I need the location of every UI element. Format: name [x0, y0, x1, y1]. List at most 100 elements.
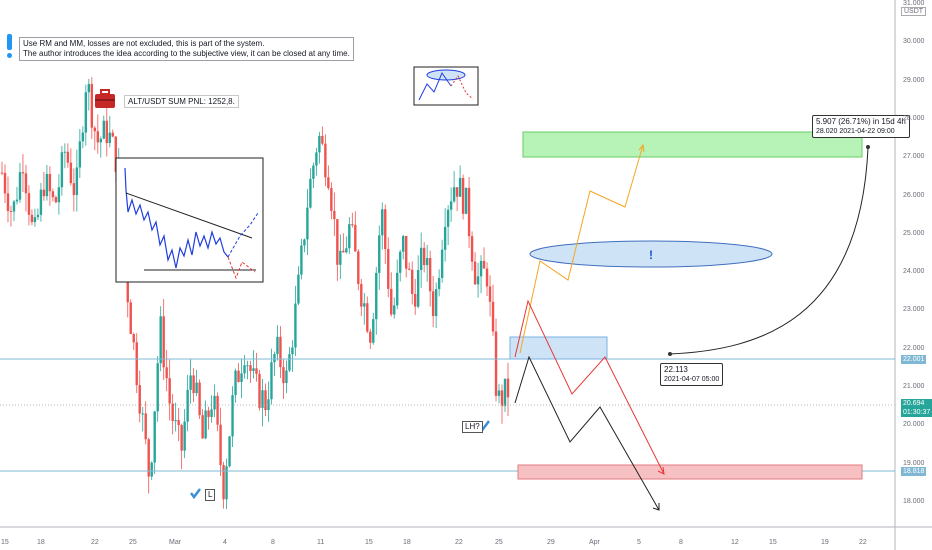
candle-body	[213, 395, 216, 410]
candle-body	[303, 239, 306, 246]
candle-body	[282, 367, 285, 384]
y-tick-label: 22.000	[903, 344, 925, 352]
candle-body	[476, 276, 480, 285]
y-tick-label: 23.000	[903, 306, 925, 314]
candle-body	[249, 365, 252, 372]
candle-body	[279, 336, 282, 368]
candle-body	[15, 199, 19, 202]
candle-body	[147, 439, 150, 477]
candle-body	[345, 248, 348, 253]
x-tick-label: 19	[821, 539, 829, 546]
candle-body	[45, 173, 49, 197]
x-tick-label: 8	[679, 539, 683, 546]
candle-body	[105, 120, 108, 144]
candle-body	[159, 316, 162, 364]
currency-label: USDT	[901, 7, 927, 16]
target-tooltip-line2: 28.020 2021-04-22 09:00	[816, 128, 895, 135]
candle-body	[494, 331, 498, 396]
candle-body	[210, 409, 213, 418]
candle-body	[27, 193, 31, 215]
candle-body	[174, 420, 177, 422]
candle-body	[273, 354, 276, 363]
label-l: L	[205, 489, 216, 501]
y-tick-label: 31.000	[903, 0, 925, 7]
candle-body	[42, 189, 46, 197]
candle-body	[387, 249, 390, 289]
candle-body	[225, 466, 228, 500]
candle-body	[39, 189, 43, 215]
disclaimer-note[interactable]: Use RM and MM, losses are not excluded, …	[19, 37, 354, 61]
entry-tooltip-line1: 22.113	[664, 365, 688, 374]
thumb-ellipse	[426, 69, 466, 81]
stop-zone[interactable]	[517, 464, 863, 480]
candle-body	[378, 235, 381, 273]
entry-zone[interactable]	[509, 336, 608, 360]
candle-body	[165, 367, 168, 379]
candle-body	[428, 258, 432, 292]
y-tick-label: 26.000	[903, 191, 925, 199]
check-icon-l	[190, 488, 201, 500]
candle-body	[312, 165, 315, 179]
candle-body	[3, 172, 7, 194]
candle-body	[186, 389, 189, 422]
candle-body	[51, 191, 55, 198]
candle-body	[464, 187, 468, 214]
candle-body	[69, 162, 73, 184]
candle-body	[452, 187, 456, 202]
candle-body	[372, 319, 375, 343]
x-tick-label: 18	[37, 539, 45, 546]
candle-body	[297, 274, 300, 304]
candle-body	[21, 172, 25, 174]
candle-body	[18, 172, 22, 200]
candle-body	[108, 132, 111, 144]
candle-body	[491, 301, 495, 332]
target-zone[interactable]	[522, 131, 863, 158]
candle-body	[57, 187, 61, 203]
candle-body	[449, 201, 453, 210]
x-tick-label: 8	[271, 539, 275, 546]
candle-body	[407, 268, 411, 270]
candle-body	[78, 141, 82, 168]
info-icon	[6, 34, 12, 59]
x-tick-label: 18	[403, 539, 411, 546]
candle-body	[306, 207, 309, 240]
candle-body	[366, 303, 369, 332]
candle-body	[84, 92, 88, 133]
candle-body	[132, 334, 135, 343]
candle-body	[267, 399, 270, 411]
candle-body	[156, 363, 159, 412]
candle-body	[473, 261, 477, 285]
candle-body	[330, 188, 333, 211]
candle-body	[276, 336, 279, 355]
candle-body	[434, 289, 438, 317]
inset-red-dash	[227, 256, 256, 280]
ellipse-exclamation: !	[649, 248, 653, 262]
candle-body	[177, 420, 180, 426]
x-tick-label: 22	[91, 539, 99, 546]
x-tick-label: 11	[317, 539, 325, 546]
candle-body	[114, 136, 117, 173]
candle-body	[300, 245, 303, 275]
target-tooltip: 5.907 (26.71%) in 15d 4h 28.020 2021-04-…	[812, 115, 910, 138]
candle-body	[138, 385, 141, 414]
candle-body	[30, 214, 34, 223]
candle-body	[446, 209, 450, 227]
candle-body	[237, 370, 240, 382]
candle-body	[324, 143, 327, 178]
red-path-head	[657, 466, 665, 475]
candle-body	[443, 226, 447, 250]
candle-body	[48, 173, 52, 192]
price-box-lower: 18.818	[901, 467, 927, 476]
highlight-ellipse[interactable]	[529, 240, 773, 268]
candle-body	[431, 291, 435, 317]
candle-body	[6, 193, 10, 212]
candle-body	[419, 247, 423, 271]
target-curve[interactable]	[669, 147, 869, 355]
entry-tooltip-line2: 2021-04-07 05:00	[664, 376, 720, 383]
x-tick-label: 15	[1, 539, 9, 546]
candle-body	[503, 378, 507, 407]
candle-body	[75, 167, 79, 196]
candle-body	[497, 390, 501, 396]
candle-body	[33, 217, 37, 223]
